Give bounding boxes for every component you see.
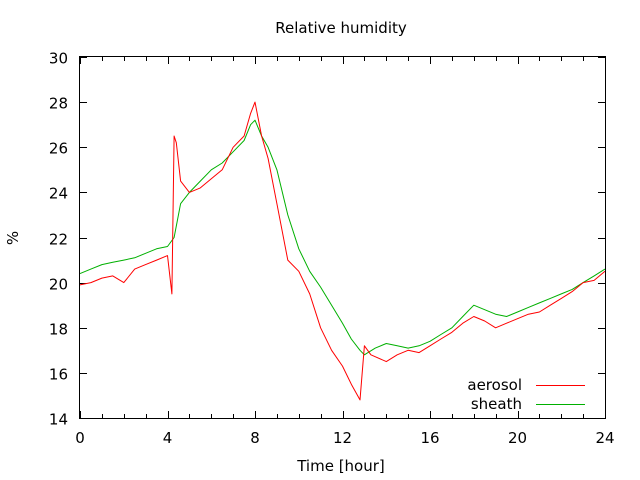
y-tick-label: 16 — [49, 366, 68, 384]
x-tick-label: 16 — [420, 429, 439, 447]
axis-ticks: 14 16 18 20 22 24 26 28 30 0 4 8 12 16 20 24 — [49, 50, 615, 448]
x-tick-label: 0 — [75, 429, 85, 447]
legend-label-aerosol: aerosol — [467, 376, 522, 394]
x-tick-label: 24 — [595, 429, 614, 447]
x-tick-label: 12 — [333, 429, 352, 447]
y-tick-label: 22 — [49, 231, 68, 249]
series-line-aerosol — [79, 101, 606, 401]
x-tick-label: 4 — [163, 429, 173, 447]
y-tick-label: 20 — [49, 276, 68, 294]
y-tick-label: 18 — [49, 321, 68, 339]
x-tick-label: 20 — [508, 429, 527, 447]
x-tick-label: 8 — [250, 429, 260, 447]
y-tick-label: 24 — [49, 185, 68, 203]
y-tick-label: 28 — [49, 95, 68, 113]
y-tick-label: 30 — [49, 50, 68, 68]
chart-title: Relative humidity — [275, 19, 407, 37]
y-tick-label: 26 — [49, 140, 68, 158]
series-lines — [79, 101, 606, 401]
y-axis-label: % — [4, 231, 22, 245]
y-tick-label: 14 — [49, 411, 68, 429]
x-axis-label: Time [hour] — [296, 457, 385, 475]
series-line-sheath — [79, 119, 606, 356]
plot-frame — [79, 56, 606, 419]
legend-label-sheath: sheath — [471, 395, 522, 413]
